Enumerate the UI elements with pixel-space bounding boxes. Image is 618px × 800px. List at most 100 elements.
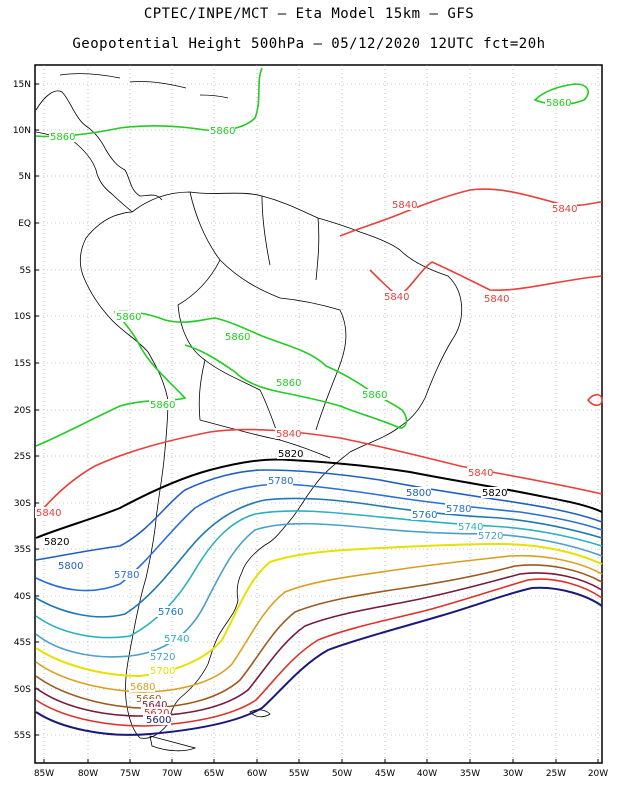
- graticule: [35, 65, 602, 763]
- contour-label-5680: 5680: [130, 682, 155, 693]
- contour-5640: [35, 572, 603, 717]
- contour-label-bg: [35, 507, 61, 518]
- lon-tick-label: 85W: [34, 769, 54, 779]
- contour-label-5860: 5860: [116, 312, 141, 323]
- map-title-line-1: CPTEC/INPE/MCT – Eta Model 15km – GFS: [143, 6, 475, 22]
- lat-tick-label: 45S: [14, 638, 31, 648]
- lat-tick-label: 40S: [14, 592, 31, 602]
- contour-label-bg: [483, 293, 509, 304]
- contour-label-5800: 5800: [406, 488, 431, 499]
- lat-tick-label: EQ: [18, 219, 31, 229]
- contour-label-bg: [49, 131, 75, 142]
- contour-5620: [35, 578, 603, 727]
- lon-tick-label: 30W: [503, 769, 523, 779]
- contour-label-5860: 5860: [150, 400, 175, 411]
- lon-tick-label: 50W: [332, 769, 352, 779]
- contour-5820: [35, 458, 603, 539]
- contour-label-bg: [267, 475, 293, 486]
- contour-label-5840: 5840: [36, 508, 61, 519]
- central-america-coast: [35, 90, 163, 201]
- contour-label-bg: [275, 428, 301, 439]
- lon-tick-label: 20W: [588, 769, 608, 779]
- contour-label-5840: 5840: [468, 468, 493, 479]
- contour-label-bg: [411, 509, 437, 520]
- contour-label-5860: 5860: [276, 378, 301, 389]
- contour-label-bg: [143, 707, 169, 718]
- contour-label-bg: [277, 448, 303, 459]
- tierra-del-fuego: [149, 735, 197, 752]
- contour-5700: [35, 542, 603, 678]
- lon-tick-label: 40W: [417, 769, 437, 779]
- south-america-coast: [80, 191, 463, 739]
- lat-tick-label: 10N: [13, 126, 31, 136]
- lon-tick-label: 70W: [162, 769, 182, 779]
- contour-label-bg: [545, 97, 571, 108]
- contour-label-5640: 5640: [142, 700, 167, 711]
- lat-tick-label: 15S: [14, 359, 31, 369]
- contour-5860-interior: [35, 310, 408, 447]
- contour-5800: [35, 469, 603, 561]
- longitude-labels: 85W 80W 75W 70W 65W 60W 55W 50W 45W 40W 35W 30W 25W 2…: [34, 759, 608, 779]
- lon-tick-label: 60W: [247, 769, 267, 779]
- contour-label-bg: [115, 311, 141, 322]
- contour-label-bg: [157, 606, 183, 617]
- contour-label-5860: 5860: [225, 332, 250, 343]
- contour-label-bg: [149, 665, 175, 676]
- contour-label-5620: 5620: [144, 708, 169, 719]
- caribbean-islands: [59, 73, 229, 99]
- contour-label-5840: 5840: [392, 200, 417, 211]
- contour-label-bg: [445, 503, 471, 514]
- contour-label-5720: 5720: [478, 531, 503, 542]
- contour-label-bg: [383, 291, 409, 302]
- contour-5760: [35, 497, 603, 618]
- contour-5840-east-blob: [586, 393, 603, 407]
- contour-label-bg: [163, 633, 189, 644]
- contour-label-bg: [481, 487, 507, 498]
- country-borders: [177, 191, 347, 459]
- contour-labels: 5860 5860 5860 5860 5860 5860 5860 5860 5840 5840…: [35, 97, 577, 726]
- contour-label-5740: 5740: [458, 522, 483, 533]
- contour-label-5740: 5740: [164, 634, 189, 645]
- contour-label-5820: 5820: [44, 537, 69, 548]
- lon-tick-label: 45W: [375, 769, 395, 779]
- contour-label-5840: 5840: [484, 294, 509, 305]
- contour-label-bg: [405, 487, 431, 498]
- lat-tick-label: 35S: [14, 545, 31, 555]
- contour-label-bg: [113, 569, 139, 580]
- contour-label-bg: [224, 331, 250, 342]
- contour-label-5780: 5780: [268, 476, 293, 487]
- contour-label-bg: [391, 199, 417, 210]
- contour-5860-north: [35, 67, 263, 138]
- contour-label-5840: 5840: [552, 204, 577, 215]
- lon-tick-label: 75W: [120, 769, 140, 779]
- lat-tick-label: 10S: [14, 312, 31, 322]
- latitude-labels: 15N 10N 5N EQ 5S 10S 15S 20S 25S 30S 35S 40S 45S 50S 5…: [13, 80, 39, 741]
- contour-label-bg: [275, 377, 301, 388]
- contour-label-bg: [457, 521, 483, 532]
- contour-label-5820: 5820: [278, 449, 303, 460]
- contour-label-bg: [141, 699, 167, 710]
- contour-label-5780: 5780: [446, 504, 471, 515]
- lon-tick-label: 80W: [78, 769, 98, 779]
- lat-tick-label: 5S: [20, 266, 32, 276]
- map-frame: [34, 64, 603, 764]
- contour-label-5840: 5840: [384, 292, 409, 303]
- contour-label-bg: [43, 536, 69, 547]
- contour-5740: [35, 510, 603, 639]
- contour-label-5780: 5780: [114, 570, 139, 581]
- contour-label-5820: 5820: [482, 488, 507, 499]
- contour-label-bg: [467, 467, 493, 478]
- contour-label-5860: 5860: [362, 390, 387, 401]
- lon-tick-label: 65W: [204, 769, 224, 779]
- lat-tick-label: 20S: [14, 406, 31, 416]
- lat-tick-label: 55S: [14, 731, 31, 741]
- contour-label-5800: 5800: [58, 561, 83, 572]
- lat-tick-label: 25S: [14, 452, 31, 462]
- contour-label-bg: [149, 651, 175, 662]
- contour-label-5760: 5760: [412, 510, 437, 521]
- contour-label-5860: 5860: [210, 126, 235, 137]
- lon-tick-label: 35W: [460, 769, 480, 779]
- contour-label-5860: 5860: [546, 98, 571, 109]
- contour-label-5700: 5700: [150, 666, 175, 677]
